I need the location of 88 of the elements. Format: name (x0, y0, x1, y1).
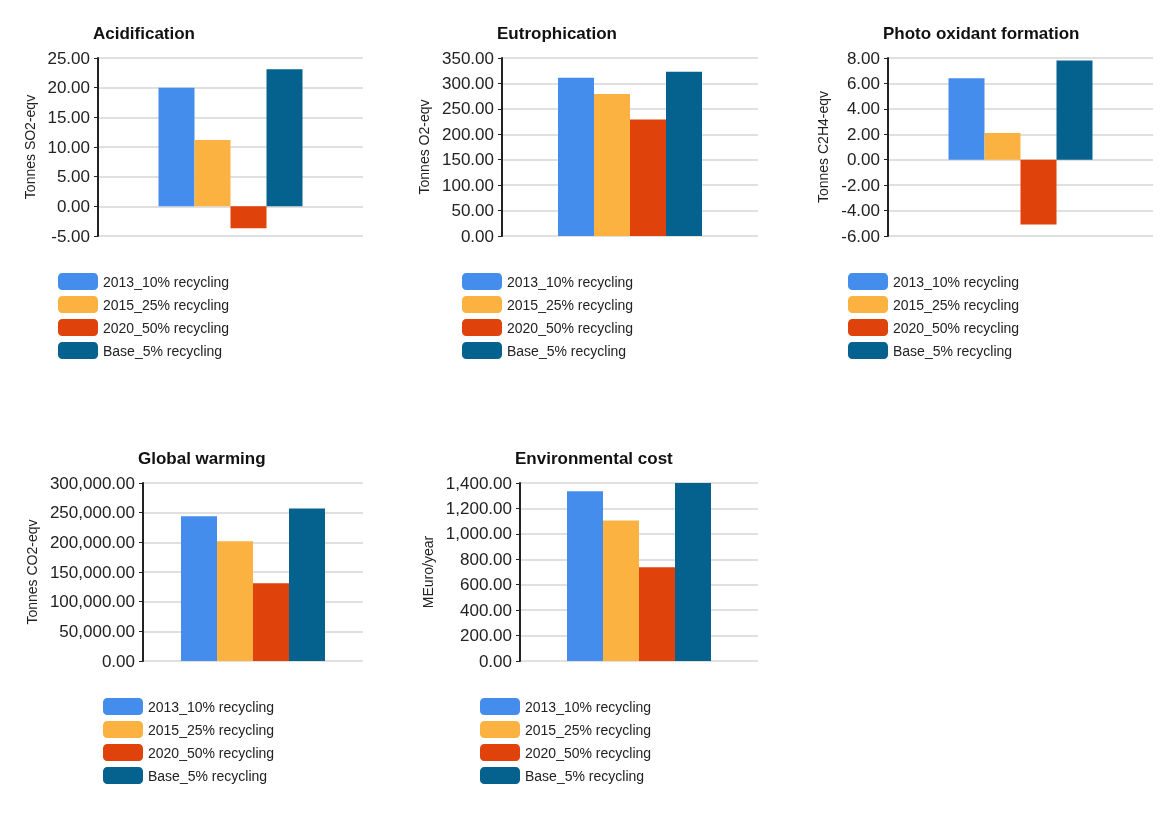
y-tick-label: 0.00 (56, 196, 90, 216)
bar (603, 520, 639, 661)
legend-label: 2015_25% recycling (525, 721, 652, 738)
bar (217, 541, 253, 661)
y-tick-label: 800.00 (460, 549, 512, 569)
y-tick-label: 200,000.00 (49, 532, 135, 552)
y-tick-label: 0.00 (460, 226, 494, 246)
bar (639, 567, 675, 661)
chart-title: Acidification (93, 24, 196, 43)
y-tick-label: 2.00 (846, 124, 880, 144)
legend-label: Base_5% recycling (893, 342, 1013, 359)
bar (194, 139, 231, 207)
y-tick-label: 1,400.00 (445, 473, 512, 493)
legend-label: 2020_50% recycling (525, 744, 652, 761)
y-tick-label: 25.00 (47, 48, 90, 68)
legend-label: 2015_25% recycling (507, 296, 634, 313)
y-tick-label: -2.00 (841, 175, 880, 195)
legend-label: 2013_10% recycling (103, 273, 230, 290)
y-tick-label: 4.00 (846, 99, 880, 119)
y-tick-label: 0.00 (846, 150, 880, 170)
y-tick-label: 1,000.00 (445, 524, 512, 544)
y-axis-title: Tonnes CO2-eqv (24, 519, 41, 625)
y-tick-label: -5.00 (51, 226, 90, 246)
y-axis-title: Tonnes SO2-eqv (21, 94, 38, 200)
y-tick-label: 350.00 (442, 48, 494, 68)
legend-label: 2015_25% recycling (148, 721, 275, 738)
y-tick-label: 10.00 (47, 137, 90, 157)
legend-label: 2020_50% recycling (893, 319, 1020, 336)
bar (158, 87, 195, 207)
y-tick-label: 250,000.00 (49, 503, 135, 523)
chart-title: Global warming (138, 449, 266, 468)
bar (630, 119, 666, 236)
y-tick-label: -4.00 (841, 201, 880, 221)
y-tick-label: 200.00 (442, 124, 494, 144)
y-axis-title: MEuro/year (419, 535, 436, 609)
bar (230, 206, 267, 229)
legend-label: 2020_50% recycling (103, 319, 230, 336)
legend-label: Base_5% recycling (103, 342, 223, 359)
y-tick-label: 100,000.00 (49, 592, 135, 612)
y-tick-label: 250.00 (442, 99, 494, 119)
legend-label: Base_5% recycling (148, 767, 268, 784)
bar (675, 483, 711, 661)
y-tick-label: 200.00 (460, 626, 512, 646)
y-axis-title: Tonnes C2H4-eqv (815, 90, 832, 204)
bar (1020, 159, 1057, 225)
bar (1056, 60, 1093, 160)
y-tick-label: 150,000.00 (49, 562, 135, 582)
y-tick-label: -6.00 (841, 226, 880, 246)
bar (181, 516, 217, 661)
chart-title: Photo oxidant formation (883, 24, 1080, 43)
legend-label: 2013_10% recycling (148, 698, 275, 715)
legend-label: 2020_50% recycling (507, 319, 634, 336)
y-tick-label: 8.00 (846, 48, 880, 68)
y-tick-label: 50.00 (451, 201, 494, 221)
legend-label: 2013_10% recycling (525, 698, 652, 715)
y-tick-label: 20.00 (47, 78, 90, 98)
y-tick-label: 0.00 (478, 651, 512, 671)
y-tick-label: 100.00 (442, 175, 494, 195)
bar (666, 71, 702, 236)
y-tick-label: 1,200.00 (445, 498, 512, 518)
bar (984, 133, 1021, 160)
legend-label: Base_5% recycling (507, 342, 627, 359)
y-tick-label: 600.00 (460, 575, 512, 595)
bar (948, 78, 985, 160)
bar (253, 583, 289, 661)
legend-label: 2020_50% recycling (148, 744, 275, 761)
bar (289, 508, 325, 661)
bar (594, 94, 630, 236)
y-tick-label: 400.00 (460, 600, 512, 620)
y-axis-title: Tonnes O2-eqv (416, 99, 433, 195)
y-tick-label: 15.00 (47, 107, 90, 127)
y-tick-label: 6.00 (846, 73, 880, 93)
legend-label: Base_5% recycling (525, 767, 645, 784)
legend-label: 2013_10% recycling (507, 273, 634, 290)
chart-title: Eutrophication (497, 24, 617, 43)
y-tick-label: 300,000.00 (49, 473, 135, 493)
y-tick-label: 300.00 (442, 73, 494, 93)
legend-label: 2015_25% recycling (893, 296, 1020, 313)
y-tick-label: 150.00 (442, 150, 494, 170)
bar (266, 69, 303, 207)
legend-label: 2015_25% recycling (103, 296, 230, 313)
legend-label: 2013_10% recycling (893, 273, 1020, 290)
bar (567, 491, 603, 661)
y-tick-label: 5.00 (56, 167, 90, 187)
y-tick-label: 0.00 (101, 651, 135, 671)
chart-title: Environmental cost (515, 449, 674, 468)
bar (558, 77, 594, 236)
y-tick-label: 50,000.00 (59, 621, 135, 641)
